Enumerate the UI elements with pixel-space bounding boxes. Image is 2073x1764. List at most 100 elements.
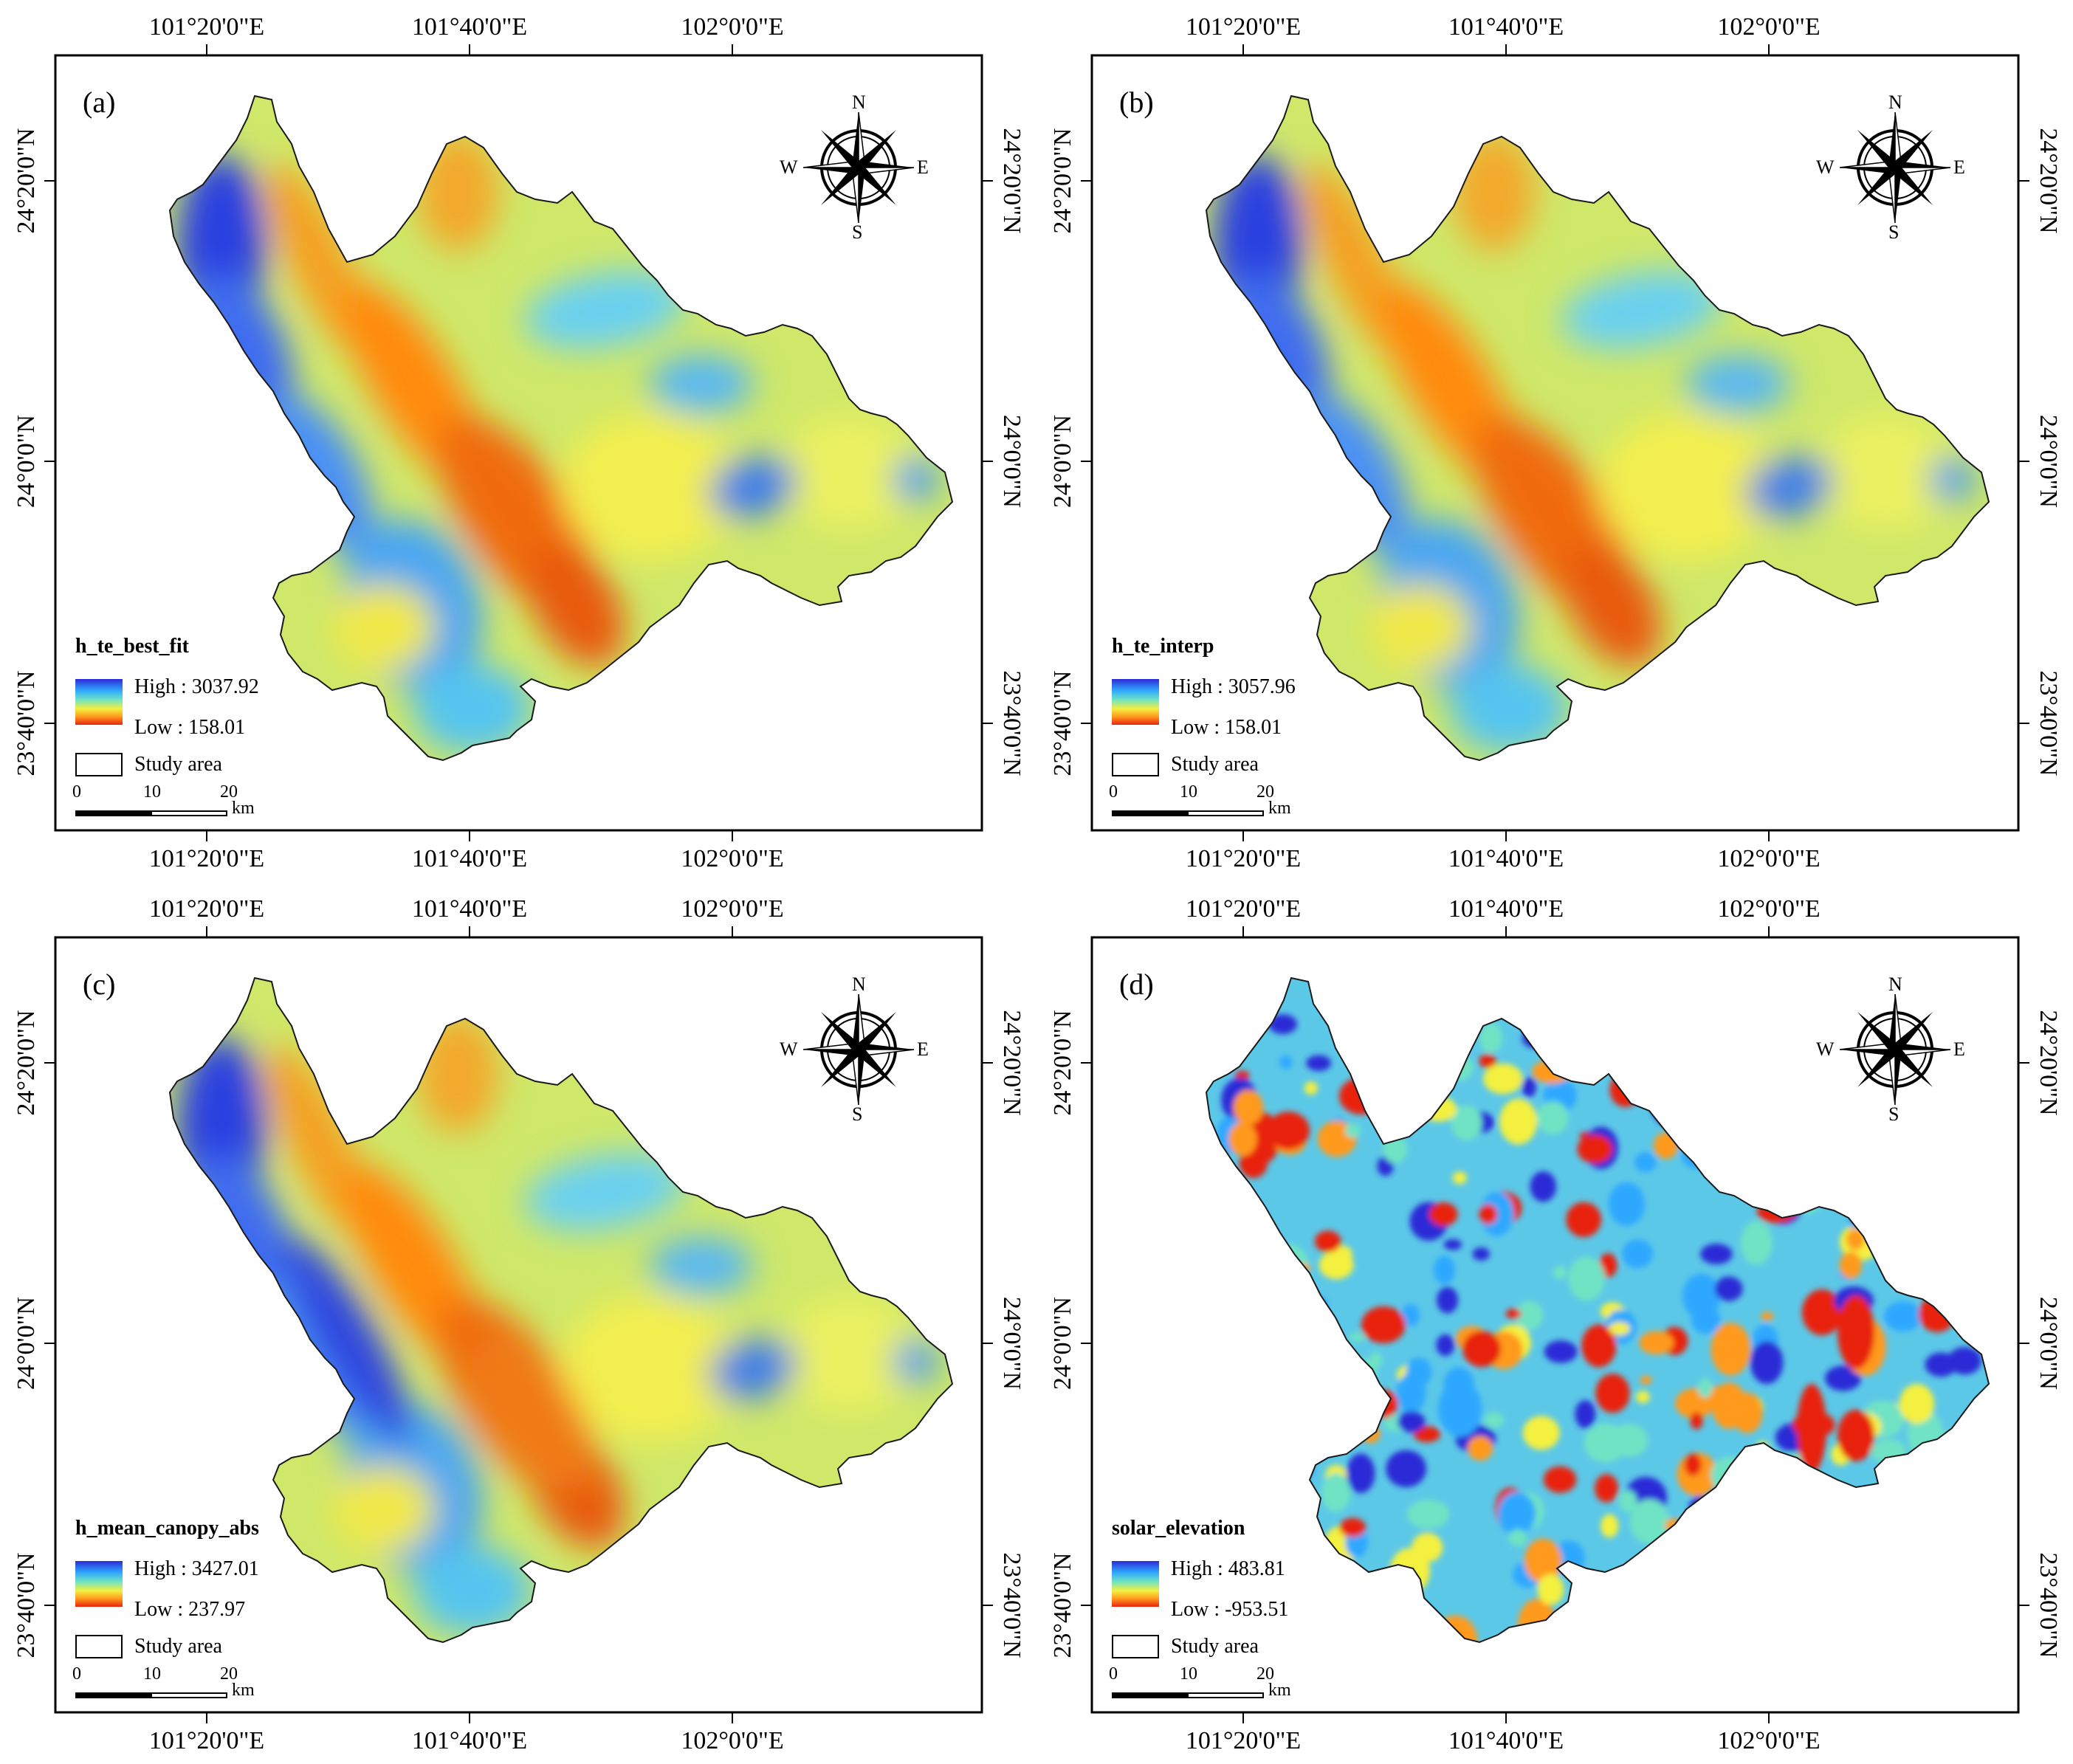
compass-s: S [852,221,863,243]
lat-label-right: 24°20'0"N [2035,128,2062,234]
compass-e: E [917,1038,929,1060]
compass-n: N [1888,974,1902,995]
compass-e: E [1953,156,1965,178]
panel-label: (d) [1119,968,1154,1001]
map-panel-c: 101°20'0"E 101°20'0"E 101°40'0"E 101°40'0"E… [0,882,1036,1764]
lon-label-bottom: 101°40'0"E [411,1727,528,1754]
lon-label-top: 102°0'0"E [681,895,784,923]
lon-label-top: 102°0'0"E [681,13,784,41]
scale-tick: 10 [1180,782,1197,802]
compass-w: W [780,1038,798,1060]
north-arrow-icon: N S E W [780,974,929,1125]
lat-label-left: 23°40'0"N [13,1552,40,1658]
panel-label: (b) [1119,86,1154,119]
lon-label-top: 101°40'0"E [1448,895,1564,923]
lat-label-left: 24°0'0"N [1049,1296,1076,1391]
lat-label-right: 24°20'0"N [998,1010,1025,1116]
legend-title: h_te_best_fit [75,635,189,658]
scale-tick: 10 [143,1664,161,1684]
study-area-swatch [75,753,123,776]
compass-n: N [1888,92,1902,113]
legend-low: Low : 158.01 [1171,716,1282,739]
lon-label-bottom: 102°0'0"E [681,845,784,872]
scale-tick: 20 [1256,1664,1274,1684]
study-area-swatch [1112,753,1159,776]
map-canvas [44,44,993,841]
lat-label-left: 24°20'0"N [13,128,40,234]
lat-label-right: 24°20'0"N [998,128,1025,234]
map-panel-b: 101°20'0"E 101°20'0"E 101°40'0"E 101°40'0"E… [1036,0,2073,882]
lon-label-bottom: 101°40'0"E [1448,845,1564,872]
lon-label-top: 101°20'0"E [148,13,265,41]
legend-low: Low : -953.51 [1171,1598,1289,1621]
lat-label-left: 24°20'0"N [13,1010,40,1116]
lat-label-left: 23°40'0"N [13,670,40,776]
lon-label-top: 101°40'0"E [1448,13,1564,41]
legend-title: h_mean_canopy_abs [75,1517,259,1540]
lon-label-top: 101°40'0"E [411,13,528,41]
lon-label-bottom: 101°20'0"E [1185,1727,1302,1754]
legend-title: solar_elevation [1112,1517,1245,1540]
map-panel-a: 101°20'0"E 101°20'0"E 101°40'0"E 101°40'0"E… [0,0,1036,882]
study-area-swatch [1112,1635,1159,1658]
scale-tick: 10 [1180,1664,1197,1684]
map-panel-d: 101°20'0"E 101°20'0"E 101°40'0"E 101°40'0"E… [1036,882,2073,1764]
lon-label-top: 101°20'0"E [148,895,265,923]
color-ramp [75,1561,123,1607]
panel-label: (c) [83,968,116,1001]
compass-n: N [852,92,866,113]
lon-label-bottom: 101°40'0"E [411,845,528,872]
lat-label-left: 23°40'0"N [1049,1552,1076,1658]
lat-label-left: 24°0'0"N [13,414,40,509]
lon-label-bottom: 102°0'0"E [1717,845,1821,872]
compass-w: W [780,156,798,178]
legend-study-area: Study area [134,753,222,776]
legend-high: High : 3057.96 [1171,675,1296,698]
scale-unit: km [232,799,255,818]
lon-label-top: 101°20'0"E [1185,13,1302,41]
compass-e: E [917,156,929,178]
lon-label-bottom: 101°20'0"E [1185,845,1302,872]
lon-label-bottom: 101°20'0"E [148,1727,265,1754]
legend-study-area: Study area [1171,753,1259,776]
lat-label-right: 23°40'0"N [2035,670,2062,776]
lat-label-left: 24°20'0"N [1049,1010,1076,1116]
color-ramp [1112,679,1159,725]
lat-label-right: 24°0'0"N [2035,414,2062,509]
north-arrow-icon: N S E W [1816,92,1965,243]
lon-label-bottom: 102°0'0"E [681,1727,784,1754]
legend-study-area: Study area [134,1635,222,1658]
color-ramp [1112,1561,1159,1607]
compass-e: E [1953,1038,1965,1060]
lon-label-top: 102°0'0"E [1717,13,1821,41]
lat-label-left: 24°0'0"N [1049,414,1076,509]
legend-high: High : 483.81 [1171,1557,1285,1580]
lat-label-right: 23°40'0"N [2035,1552,2062,1658]
map-canvas [44,926,993,1723]
lat-label-right: 23°40'0"N [998,670,1025,776]
compass-n: N [852,974,866,995]
scale-unit: km [232,1681,255,1700]
lon-label-bottom: 102°0'0"E [1717,1727,1821,1754]
lat-label-left: 23°40'0"N [1049,670,1076,776]
legend-title: h_te_interp [1112,635,1214,658]
scale-tick: 10 [143,782,161,802]
panel-label: (a) [83,86,116,119]
scale-tick: 0 [1109,782,1118,802]
lat-label-right: 24°0'0"N [998,1296,1025,1391]
lon-label-top: 101°20'0"E [1185,895,1302,923]
lon-label-bottom: 101°40'0"E [1448,1727,1564,1754]
lat-label-left: 24°20'0"N [1049,128,1076,234]
map-canvas [1081,926,2029,1723]
study-area-outline [168,94,954,762]
legend-low: Low : 237.97 [134,1598,246,1621]
scale-tick: 20 [220,1664,238,1684]
legend-low: Low : 158.01 [134,716,246,739]
lon-label-bottom: 101°20'0"E [148,845,265,872]
scale-tick: 20 [220,782,238,802]
scale-tick: 0 [72,782,81,802]
compass-w: W [1816,1038,1835,1060]
raster-h_te_best_fit [170,96,952,760]
map-canvas [1081,44,2029,841]
scale-unit: km [1268,799,1291,818]
